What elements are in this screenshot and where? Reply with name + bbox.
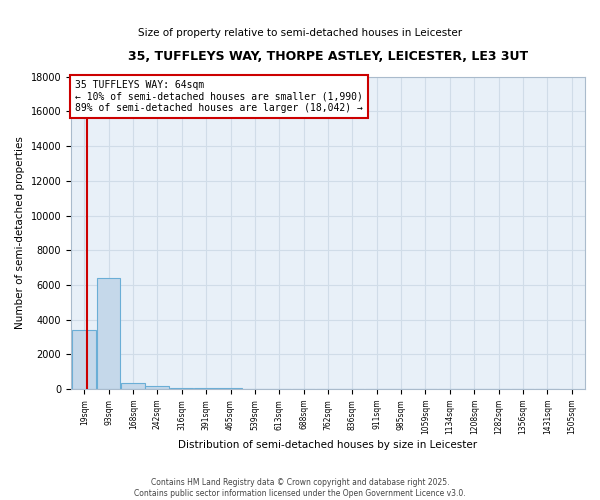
Text: Size of property relative to semi-detached houses in Leicester: Size of property relative to semi-detach… xyxy=(138,28,462,38)
Text: 35 TUFFLEYS WAY: 64sqm
← 10% of semi-detached houses are smaller (1,990)
89% of : 35 TUFFLEYS WAY: 64sqm ← 10% of semi-det… xyxy=(75,80,363,113)
Bar xyxy=(145,386,169,389)
Title: 35, TUFFLEYS WAY, THORPE ASTLEY, LEICESTER, LE3 3UT: 35, TUFFLEYS WAY, THORPE ASTLEY, LEICEST… xyxy=(128,50,528,63)
Bar xyxy=(218,388,242,389)
X-axis label: Distribution of semi-detached houses by size in Leicester: Distribution of semi-detached houses by … xyxy=(178,440,478,450)
Bar xyxy=(72,330,96,389)
Y-axis label: Number of semi-detached properties: Number of semi-detached properties xyxy=(15,136,25,330)
Bar xyxy=(194,388,218,389)
Text: Contains HM Land Registry data © Crown copyright and database right 2025.
Contai: Contains HM Land Registry data © Crown c… xyxy=(134,478,466,498)
Bar xyxy=(121,382,145,389)
Bar xyxy=(170,388,193,389)
Bar xyxy=(243,388,266,389)
Bar xyxy=(97,278,120,389)
